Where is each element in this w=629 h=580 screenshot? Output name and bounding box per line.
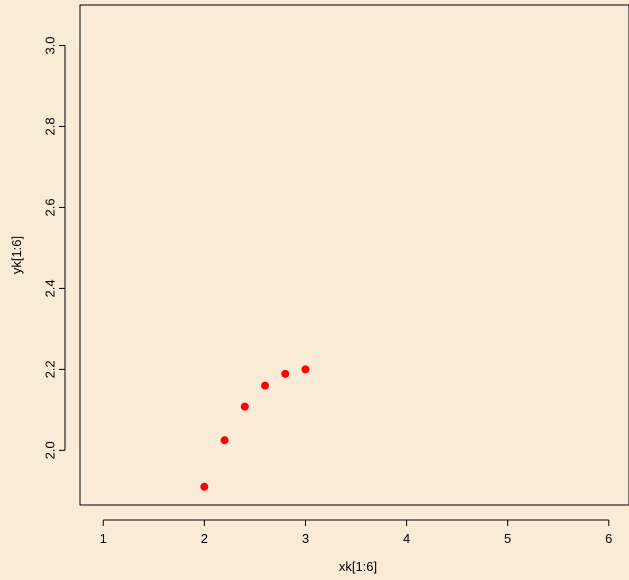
- plot-area-border: [79, 4, 629, 506]
- x-tick-label: 1: [100, 531, 107, 546]
- x-tick-label: 2: [201, 531, 208, 546]
- y-tick-label: 3.0: [42, 36, 57, 54]
- data-point: [301, 365, 310, 374]
- data-point: [261, 381, 270, 390]
- data-point: [220, 436, 229, 445]
- data-point: [200, 482, 209, 491]
- x-tick-label: 3: [302, 531, 309, 546]
- y-axis-title: yk[1:6]: [9, 236, 24, 274]
- y-axis: 2.0 2.2 2.4 2.6 2.8 3.0: [42, 36, 66, 459]
- x-tick-label: 6: [605, 531, 612, 546]
- x-tick-label: 5: [504, 531, 511, 546]
- x-axis-title: xk[1:6]: [339, 559, 377, 574]
- data-point: [240, 402, 249, 411]
- y-tick-label: 2.0: [42, 441, 57, 459]
- y-tick-label: 2.2: [42, 360, 57, 378]
- x-axis: 1 2 3 4 5 6: [100, 519, 612, 546]
- y-tick-label: 2.6: [42, 198, 57, 216]
- x-tick-label: 4: [403, 531, 410, 546]
- data-points: [200, 365, 310, 491]
- y-tick-label: 2.8: [42, 117, 57, 135]
- y-tick-label: 2.4: [42, 279, 57, 297]
- data-point: [281, 369, 290, 378]
